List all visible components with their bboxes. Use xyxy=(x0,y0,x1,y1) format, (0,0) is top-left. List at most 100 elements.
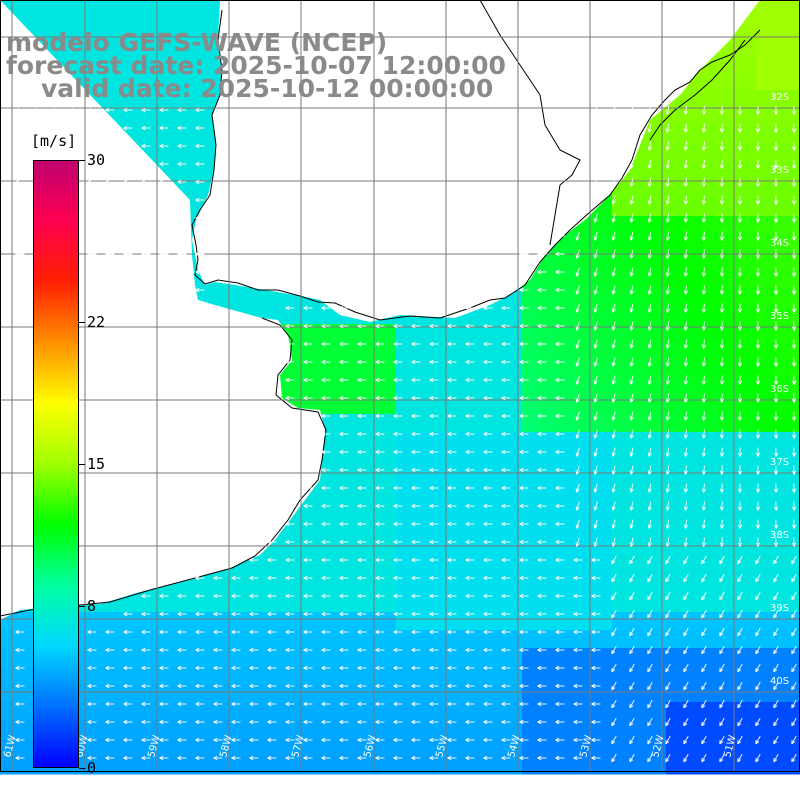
wind-speed-cell xyxy=(594,576,613,595)
wind-speed-cell xyxy=(486,450,505,469)
wind-speed-cell xyxy=(90,648,109,667)
wind-arrow xyxy=(69,143,79,149)
wind-speed-cell xyxy=(342,432,361,451)
wind-speed-cell xyxy=(108,648,127,667)
wind-speed-cell xyxy=(540,504,559,523)
wind-speed-cell xyxy=(360,576,379,595)
wind-speed-cell xyxy=(378,576,397,595)
wind-speed-cell xyxy=(126,684,145,703)
wind-arrow xyxy=(429,305,439,311)
wind-speed-cell xyxy=(180,90,199,109)
wind-speed-cell xyxy=(666,666,685,685)
wind-speed-cell xyxy=(396,756,415,775)
wind-speed-cell xyxy=(360,432,379,451)
wind-speed-cell xyxy=(720,252,739,271)
wind-arrow xyxy=(159,215,169,221)
wind-speed-cell xyxy=(288,738,307,757)
wind-speed-cell xyxy=(486,702,505,721)
wind-speed-cell xyxy=(702,666,721,685)
wind-speed-cell xyxy=(522,738,541,757)
wind-speed-cell xyxy=(270,648,289,667)
wind-speed-cell xyxy=(594,612,613,631)
wind-arrow xyxy=(611,285,616,295)
wind-speed-cell xyxy=(630,486,649,505)
wind-speed-cell xyxy=(720,72,739,91)
wind-speed-cell xyxy=(324,558,343,577)
wind-arrow xyxy=(629,231,634,241)
wind-speed-cell xyxy=(702,180,721,199)
wind-speed-cell xyxy=(450,414,469,433)
wind-speed-cell xyxy=(738,612,757,631)
wind-speed-cell xyxy=(594,738,613,757)
wind-speed-cell xyxy=(234,576,253,595)
wind-speed-cell xyxy=(738,414,757,433)
wind-speed-cell xyxy=(756,180,775,199)
wind-arrow xyxy=(647,159,652,169)
wind-arrow xyxy=(159,251,169,257)
wind-speed-cell xyxy=(324,612,343,631)
wind-speed-cell xyxy=(558,720,577,739)
wind-speed-cell xyxy=(702,558,721,577)
wind-speed-cell xyxy=(72,36,91,55)
wind-speed-cell xyxy=(648,612,667,631)
wind-speed-cell xyxy=(378,414,397,433)
wind-speed-cell xyxy=(396,396,415,415)
wind-speed-cell xyxy=(666,504,685,523)
wind-speed-cell xyxy=(720,522,739,541)
latitude-label: 34S xyxy=(770,238,789,249)
wind-speed-cell xyxy=(396,648,415,667)
wind-arrow xyxy=(791,267,797,277)
wind-arrow xyxy=(123,251,133,257)
wind-speed-cell xyxy=(540,342,559,361)
wind-speed-cell xyxy=(342,540,361,559)
wind-speed-cell xyxy=(576,522,595,541)
wind-speed-cell xyxy=(54,36,73,55)
wind-speed-cell xyxy=(108,0,127,19)
latitude-label: 33S xyxy=(770,165,789,176)
wind-speed-cell xyxy=(684,666,703,685)
wind-speed-cell xyxy=(522,288,541,307)
wind-speed-cell xyxy=(576,540,595,559)
wind-speed-cell xyxy=(414,558,433,577)
wind-speed-cell xyxy=(432,378,451,397)
wind-speed-cell xyxy=(450,612,469,631)
wind-speed-cell xyxy=(432,612,451,631)
wind-speed-cell xyxy=(306,540,325,559)
wind-speed-cell xyxy=(738,468,757,487)
wind-arrow xyxy=(15,107,25,113)
wind-speed-cell xyxy=(630,252,649,271)
wind-arrow xyxy=(629,213,634,223)
wind-speed-cell xyxy=(774,288,793,307)
wind-speed-cell xyxy=(90,720,109,739)
wind-speed-cell xyxy=(324,378,343,397)
wind-speed-cell xyxy=(270,630,289,649)
wind-speed-cell xyxy=(666,414,685,433)
wind-speed-cell xyxy=(432,396,451,415)
wind-speed-cell xyxy=(558,360,577,379)
wind-speed-cell xyxy=(486,720,505,739)
wind-speed-cell xyxy=(738,522,757,541)
wind-speed-cell xyxy=(234,612,253,631)
wind-speed-cell xyxy=(684,288,703,307)
coastline-buenos-aires xyxy=(0,317,327,617)
wind-speed-cell xyxy=(126,36,145,55)
wind-speed-cell xyxy=(576,396,595,415)
wind-speed-cell xyxy=(630,396,649,415)
wind-arrow xyxy=(593,249,598,259)
wind-speed-cell xyxy=(486,594,505,613)
wind-speed-cell xyxy=(162,36,181,55)
wind-speed-cell xyxy=(630,270,649,289)
wind-speed-cell xyxy=(612,234,631,253)
wind-arrow xyxy=(611,159,616,169)
wind-speed-cell xyxy=(486,414,505,433)
wind-arrow xyxy=(303,305,313,311)
wind-speed-cell xyxy=(306,630,325,649)
wind-arrow xyxy=(87,251,97,257)
wind-speed-cell xyxy=(360,504,379,523)
wind-speed-cell xyxy=(342,360,361,379)
wind-speed-cell xyxy=(342,414,361,433)
latitude-label: 38S xyxy=(770,530,789,541)
wind-speed-cell xyxy=(576,594,595,613)
wind-speed-cell xyxy=(432,594,451,613)
wind-speed-cell xyxy=(756,576,775,595)
